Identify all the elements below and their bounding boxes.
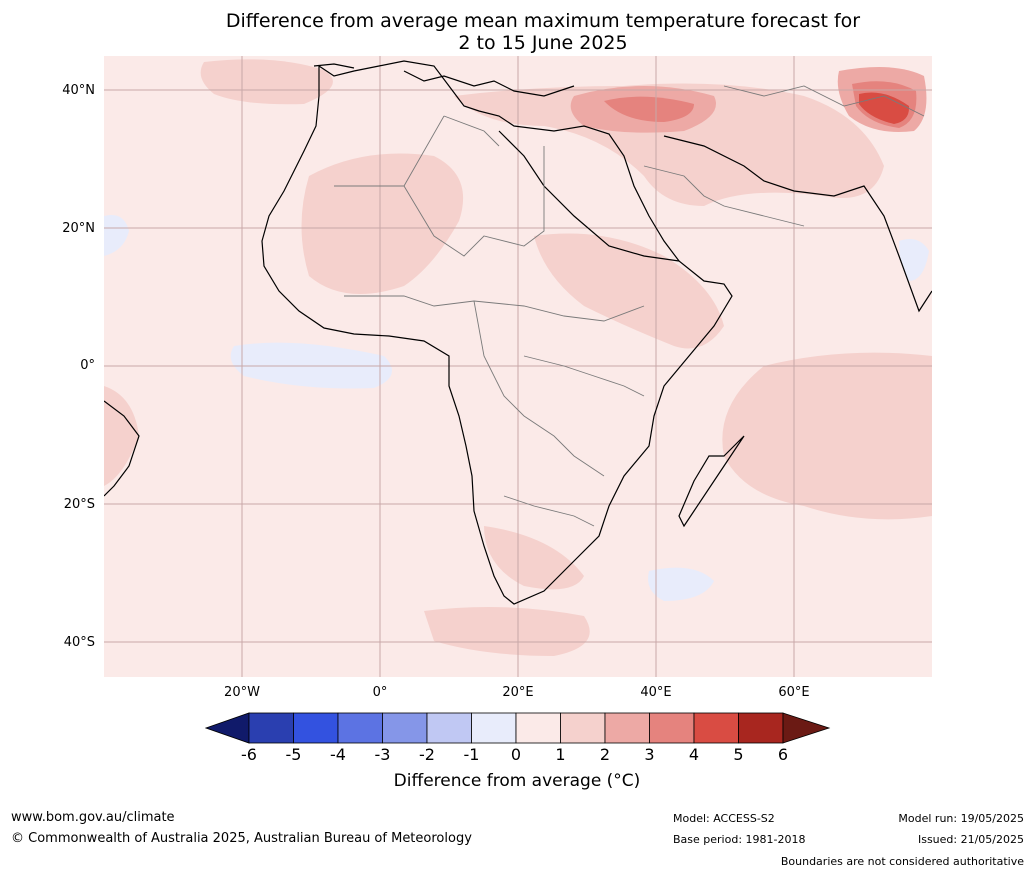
anomaly-turkey-core <box>604 96 694 122</box>
colorbar-tick-label: 6 <box>777 745 789 764</box>
border-sahel <box>344 295 645 322</box>
colorbar-tick-label: 4 <box>688 745 700 764</box>
colorbar-segment <box>515 712 561 744</box>
colorbar-segment <box>248 712 294 744</box>
border-south <box>503 495 595 527</box>
colorbar-tick-label: 2 <box>599 745 611 764</box>
lon-label-20w: 20°W <box>224 685 260 700</box>
border-central <box>473 300 605 477</box>
colorbar-tick-label: -4 <box>330 745 346 764</box>
lat-label-0: 0° <box>80 358 95 373</box>
colorbar-segment <box>693 712 739 744</box>
border-middle-east <box>643 165 805 227</box>
footer-base-period: Base period: 1981-2018 <box>673 833 806 846</box>
colorbar-tick-label: 0 <box>510 745 522 764</box>
anomaly-cool-south <box>648 567 714 601</box>
lat-label-20n: 20°N <box>62 221 95 236</box>
anomaly-cool-west <box>104 215 129 256</box>
footer-model-run: Model run: 19/05/2025 <box>898 812 1024 825</box>
colorbar-segment <box>337 712 383 744</box>
border-central-asia <box>723 85 925 117</box>
red-sea-coast <box>498 130 680 262</box>
footer-website: www.bom.gov.au/climate <box>11 810 175 825</box>
footer-model: Model: ACCESS-S2 <box>673 812 775 825</box>
colorbar-segment <box>560 712 606 744</box>
map-svg <box>104 56 932 677</box>
colorbar-tick-label: -2 <box>419 745 435 764</box>
lon-label-60e: 60°E <box>778 685 810 700</box>
colorbar-segment <box>426 712 472 744</box>
border-sahara <box>334 146 545 257</box>
colorbar-segment <box>649 712 695 744</box>
colorbar-tick-label: -1 <box>463 745 480 764</box>
colorbar-segment <box>293 712 339 744</box>
anomaly-sahara-west <box>301 153 464 294</box>
colorbar-tick-label: -5 <box>285 745 302 764</box>
anomaly-central-asia-hot <box>859 92 910 124</box>
graticule <box>104 56 932 677</box>
map-title: Difference from average mean maximum tem… <box>0 10 1035 54</box>
lat-label-40n: 40°N <box>62 83 95 98</box>
title-line-2: 2 to 15 June 2025 <box>458 32 628 54</box>
footer-issued: Issued: 21/05/2025 <box>917 833 1024 846</box>
colorbar-title: Difference from average (°C) <box>393 771 641 791</box>
madagascar-coast <box>678 435 745 528</box>
colorbar-segment <box>738 712 784 744</box>
colorbar-tick-label: 3 <box>644 745 655 764</box>
colorbar-tick-label: -3 <box>374 745 391 764</box>
coastlines <box>104 60 932 605</box>
lat-label-20s: 20°S <box>63 497 95 512</box>
colorbar-svg <box>204 712 831 744</box>
arabia-asia-coast <box>663 135 932 313</box>
anomaly-cool-india <box>899 238 929 281</box>
anomaly-atlantic-west <box>104 386 139 486</box>
colorbar-extend-high <box>782 712 831 744</box>
colorbar-segment <box>382 712 428 744</box>
lon-label-20e: 20°E <box>502 685 534 700</box>
forecast-map <box>104 56 932 677</box>
title-line-1: Difference from average mean maximum tem… <box>225 10 861 32</box>
anomaly-indian-ocean <box>722 352 932 520</box>
lat-label-40s: 40°S <box>63 635 95 650</box>
colorbar-extend-low <box>204 712 250 744</box>
border-maghreb <box>403 115 500 187</box>
anomaly-southern-ocean <box>424 607 590 656</box>
anomaly-south-africa <box>484 526 584 590</box>
anomaly-horn <box>534 233 724 349</box>
south-america-coast <box>104 400 140 497</box>
footer-disclaimer: Boundaries are not considered authoritat… <box>780 855 1024 868</box>
colorbar-tick-label: 5 <box>733 745 744 764</box>
border-east-central <box>523 355 645 397</box>
footer-copyright: © Commonwealth of Australia 2025, Austra… <box>11 831 472 846</box>
country-borders <box>334 85 925 527</box>
anomaly-middle-east <box>454 83 884 206</box>
colorbar <box>204 711 831 749</box>
lon-label-40e: 40°E <box>640 685 672 700</box>
colorbar-tick-label: -6 <box>241 745 257 764</box>
lon-label-0: 0° <box>372 685 388 700</box>
colorbar-segment <box>471 712 517 744</box>
colorbar-segment <box>604 712 650 744</box>
africa-coastline <box>261 60 733 605</box>
anomaly-1-2 <box>200 59 333 105</box>
colorbar-tick-label: 1 <box>555 745 566 764</box>
mediterranean-north-coast <box>313 63 575 97</box>
